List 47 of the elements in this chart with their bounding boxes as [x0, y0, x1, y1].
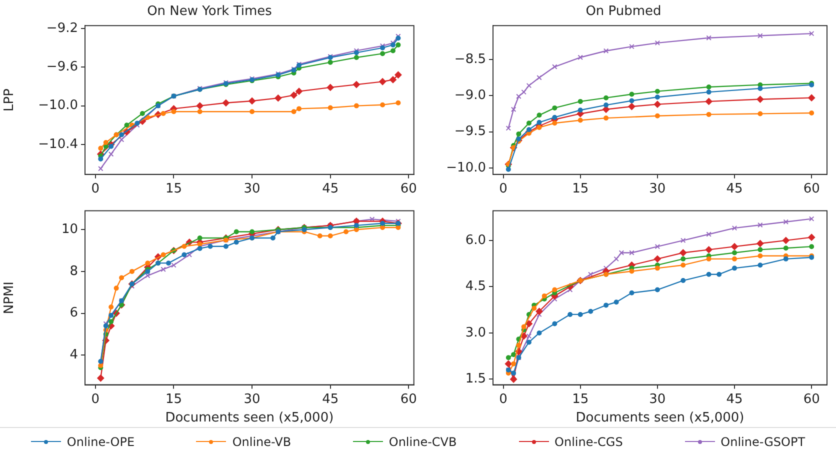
y-axis-title: LPP — [2, 88, 18, 112]
y-tick-label: −10.0 — [446, 160, 486, 176]
y-tick-label: 1.5 — [465, 372, 486, 387]
x-tick-label: 15 — [165, 392, 182, 407]
x-tick-label: 0 — [91, 392, 100, 407]
y-tick-label: −10.0 — [38, 98, 78, 114]
x-tick-label: 0 — [91, 182, 100, 197]
y-tick-label: 4.5 — [465, 279, 486, 294]
x-tick-label: 45 — [726, 392, 743, 407]
x-tick-label: 60 — [803, 182, 820, 197]
legend-label: Online-OPE — [66, 434, 135, 448]
y-tick-label: −9.0 — [454, 88, 486, 104]
x-tick-label: 0 — [499, 392, 508, 407]
y-tick-label: 6 — [70, 306, 78, 321]
x-tick-label: 45 — [322, 182, 339, 197]
x-tick-label: 45 — [726, 182, 743, 197]
chart-title: On Pubmed — [586, 4, 662, 20]
y-tick-label: −8.5 — [454, 52, 486, 67]
x-tick-label: 30 — [649, 182, 666, 197]
legend-label: Online-CVB — [388, 434, 457, 448]
y-tick-label: 4 — [70, 347, 78, 362]
x-tick-label: 15 — [165, 182, 182, 197]
x-axis-title: Documents seen (x5,000) — [576, 410, 744, 426]
x-tick-label: 60 — [400, 392, 417, 407]
y-tick-label: −9.5 — [454, 124, 486, 140]
x-tick-label: 30 — [244, 182, 260, 197]
x-axis-title: Documents seen (x5,000) — [165, 410, 334, 426]
x-tick-label: 30 — [649, 392, 666, 407]
legend-label: Online-VB — [232, 434, 292, 448]
x-tick-label: 15 — [572, 182, 589, 197]
x-tick-label: 45 — [322, 392, 339, 407]
y-tick-label: −9.2 — [46, 20, 78, 36]
y-tick-label: 10 — [61, 222, 78, 237]
x-tick-label: 30 — [244, 392, 260, 407]
y-tick-label: 8 — [70, 264, 78, 279]
legend-label: Online-GSOPT — [720, 434, 806, 448]
x-tick-label: 60 — [400, 182, 417, 197]
x-tick-label: 15 — [572, 392, 589, 407]
y-tick-label: 3.0 — [465, 325, 486, 340]
x-tick-label: 0 — [499, 182, 508, 197]
y-tick-label: 6.0 — [465, 232, 486, 248]
chart-title: On New York Times — [147, 4, 272, 20]
y-tick-label: −9.6 — [46, 60, 78, 75]
y-axis-title: NPMI — [2, 281, 18, 314]
legend-label: Online-CGS — [554, 434, 623, 448]
y-tick-label: −10.4 — [38, 136, 78, 152]
x-tick-label: 60 — [803, 392, 820, 407]
